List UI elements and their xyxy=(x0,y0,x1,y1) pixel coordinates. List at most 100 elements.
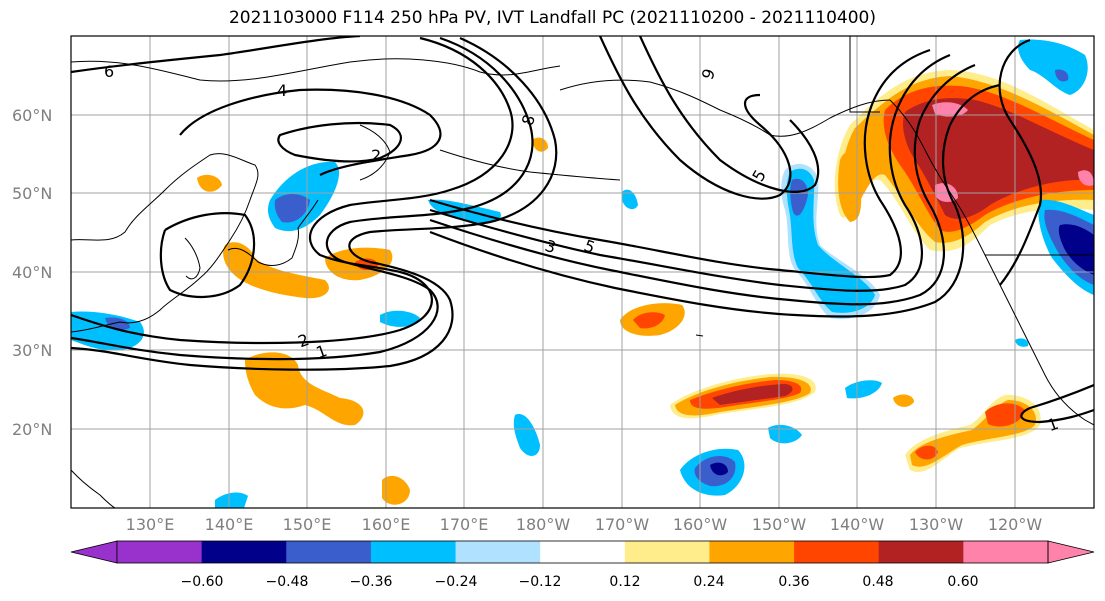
ivt-negative-shading xyxy=(71,39,1094,508)
cb-tick-pos048: 0.48 xyxy=(862,574,893,590)
map-frame xyxy=(70,35,1095,509)
colorbar-segment xyxy=(878,541,964,563)
coast-philippines xyxy=(71,469,116,508)
ivt-anomaly-japan-4 xyxy=(197,174,222,192)
ivt-anomaly-small-2 xyxy=(893,394,914,407)
lat-label-40: 40°N xyxy=(12,263,52,282)
colorbar-outline xyxy=(116,540,1049,564)
pv-contours xyxy=(71,36,1094,424)
colorbar-segment xyxy=(201,541,287,563)
lat-label-60: 60°N xyxy=(12,106,52,125)
lon-label-120W: 120°W xyxy=(988,515,1043,534)
cb-tick-pos012: 0.12 xyxy=(609,574,640,590)
colorbar: −0.60 −0.48 −0.36 −0.24 −0.12 0.12 0.24 … xyxy=(70,540,1095,590)
ivt-anomaly-small-blue-3 xyxy=(768,424,802,444)
pv-label-2: 2 xyxy=(371,146,381,165)
pv-contour-2a xyxy=(277,121,402,163)
lat-label-50: 50°N xyxy=(12,184,52,203)
ivt-anomaly-arctic-blue xyxy=(1018,39,1088,95)
ivt-anomaly-hawaii-navy xyxy=(710,462,728,476)
ivt-anomaly-arctic-blue2 xyxy=(1055,69,1069,82)
colorbar-segment xyxy=(794,541,880,563)
colorbar-segment xyxy=(624,541,710,563)
ivt-anomaly-japan-3 xyxy=(245,352,364,426)
lon-label-150W: 150°W xyxy=(752,515,807,534)
lon-label-150E: 150°E xyxy=(283,515,332,534)
pv-contour-asia-loop xyxy=(159,212,256,299)
coast-hawaii xyxy=(695,334,704,337)
pv-contour-trough-w3 xyxy=(71,36,558,371)
pv-label-4: 4 xyxy=(277,81,287,100)
pv-contour-6 xyxy=(71,36,361,74)
ivt-anomaly-japan-1 xyxy=(223,242,329,299)
longitude-labels: 130°E 140°E 150°E 160°E 170°E 180°W 170°… xyxy=(126,515,1043,534)
coast-korea xyxy=(184,237,201,280)
lon-label-170W: 170°W xyxy=(595,515,650,534)
lon-label-130E: 130°E xyxy=(126,515,175,534)
lat-label-20: 20°N xyxy=(12,420,52,439)
pv-contour-1-east xyxy=(1020,383,1094,424)
ivt-anomaly-small-3 xyxy=(838,151,862,222)
pv-contour-long-1 xyxy=(429,48,931,279)
colorbar-left-extend xyxy=(70,540,118,564)
pv-contour-trough-w1 xyxy=(71,36,514,345)
coast-japan xyxy=(227,199,319,266)
colorbar-segment xyxy=(117,541,203,563)
ivt-anomaly-small-blue-4 xyxy=(845,380,882,399)
ivt-anomaly-small-blue-7 xyxy=(1015,338,1029,347)
lon-label-160E: 160°E xyxy=(362,515,411,534)
colorbar-segments xyxy=(117,541,1049,563)
pv-contour-long-4 xyxy=(429,83,1001,318)
colorbar-segment xyxy=(963,541,1049,563)
colorbar-segment xyxy=(286,541,372,563)
lon-label-160W: 160°W xyxy=(673,515,728,534)
pv-contour-long-2 xyxy=(429,53,951,292)
cb-tick-neg048: −0.48 xyxy=(266,574,309,590)
pv-contour-ridge-e1 xyxy=(598,36,792,200)
cb-tick-neg012: −0.12 xyxy=(519,574,562,590)
ivt-anomaly-gulf-alaska-pink3 xyxy=(1078,170,1094,186)
ivt-anomaly-small-blue-6 xyxy=(215,492,248,508)
pv-label-6: 6 xyxy=(104,62,114,81)
coast-aleutians xyxy=(439,149,621,181)
pv-contour-canada xyxy=(998,38,1043,286)
colorbar-segment xyxy=(540,541,626,563)
coast-siberia xyxy=(71,58,561,82)
latitude-labels: 60°N 50°N 40°N 30°N 20°N xyxy=(12,106,52,439)
lon-label-180W: 180°W xyxy=(516,515,571,534)
lon-label-140E: 140°E xyxy=(205,515,254,534)
pv-contour-ridge-e2 xyxy=(638,36,820,193)
colorbar-tick-labels: −0.60 −0.48 −0.36 −0.24 −0.12 0.12 0.24 … xyxy=(181,574,979,590)
ivt-anomaly-gulf-alaska-pink1 xyxy=(932,102,968,117)
ivt-anomaly-sw-coast-red2 xyxy=(915,445,938,460)
lon-label-130W: 130°W xyxy=(909,515,964,534)
cb-tick-neg024: −0.24 xyxy=(435,574,478,590)
colorbar-right-extend xyxy=(1047,540,1095,564)
pv-contour-4 xyxy=(179,88,442,176)
ivt-anomaly-japan-blue2 xyxy=(274,194,310,223)
ivt-anomaly-small-blue-2 xyxy=(513,414,540,456)
pv-contour-trough-w2 xyxy=(71,36,534,361)
cb-tick-pos036: 0.36 xyxy=(778,574,809,590)
colorbar-segment xyxy=(709,541,795,563)
lon-label-170E: 170°E xyxy=(440,515,489,534)
coast-na-west xyxy=(889,99,1094,426)
lat-label-30: 30°N xyxy=(12,341,52,360)
lon-label-140W: 140°W xyxy=(830,515,885,534)
coast-asia-mainland xyxy=(71,153,259,333)
coast-alaska xyxy=(559,79,891,137)
map-title: 2021103000 F114 250 hPa PV, IVT Landfall… xyxy=(228,8,876,28)
ivt-anomaly-pnw-navy xyxy=(1058,224,1094,275)
ivt-anomaly-small-1 xyxy=(532,137,548,152)
colorbar-segment xyxy=(370,541,457,563)
colorbar-segment xyxy=(455,541,541,563)
ivt-anomaly-japan-5 xyxy=(382,475,410,505)
cb-tick-neg036: −0.36 xyxy=(350,574,393,590)
cb-tick-pos060: 0.60 xyxy=(947,574,978,590)
cb-tick-pos024: 0.24 xyxy=(693,574,724,590)
ivt-anomaly-ne-pacific-band3 xyxy=(790,178,808,216)
pv-contour-long-3 xyxy=(429,63,976,306)
ivt-anomaly-subtropical-band-darkred xyxy=(712,384,793,405)
ivt-anomaly-central-blob-red xyxy=(633,312,665,329)
